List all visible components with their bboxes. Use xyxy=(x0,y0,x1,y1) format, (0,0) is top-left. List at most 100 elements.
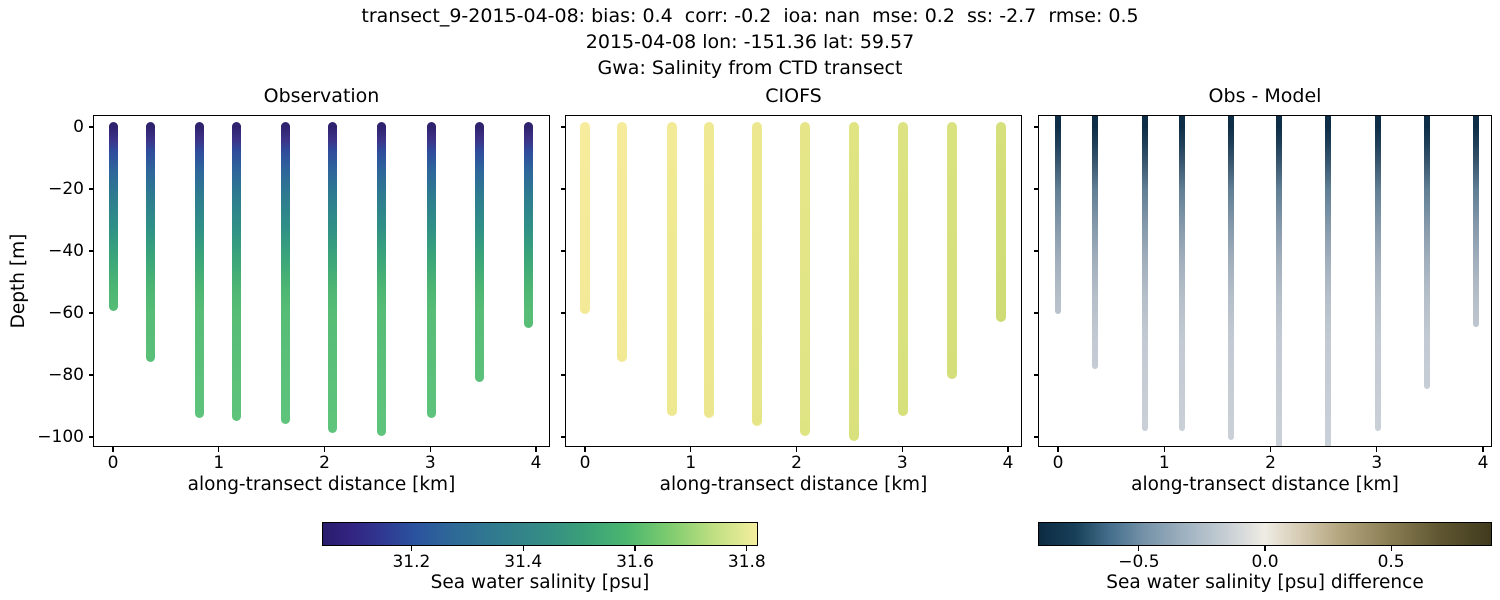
colorbar-label-salinity: Sea water salinity [psu] xyxy=(430,572,650,593)
x-tick-label: 2 xyxy=(791,453,802,473)
y-tick xyxy=(560,312,565,314)
x-tick-label: 3 xyxy=(424,453,436,473)
y-tick xyxy=(560,126,565,128)
profile-column xyxy=(1324,115,1331,447)
profile-column xyxy=(1423,115,1430,389)
x-tick-label: 3 xyxy=(1371,453,1383,473)
x-tick-label: 2 xyxy=(1265,453,1276,473)
colorbar-tick xyxy=(1390,546,1392,551)
y-tick-label: −20 xyxy=(48,179,84,199)
y-tick xyxy=(88,312,93,314)
y-tick xyxy=(560,374,565,376)
x-tick-label: 0 xyxy=(1052,453,1064,473)
colorbar-tick xyxy=(410,546,413,551)
y-tick xyxy=(88,188,93,190)
y-tick xyxy=(560,436,565,438)
colorbar-tick-label: 31.8 xyxy=(727,552,766,572)
profile-column xyxy=(426,122,436,418)
profile-column xyxy=(995,122,1006,322)
x-tick-label: 1 xyxy=(1158,453,1170,473)
profile-column xyxy=(580,122,590,314)
y-tick xyxy=(1033,374,1038,376)
profile-column xyxy=(108,122,118,311)
profile-column xyxy=(946,122,957,379)
colorbar-tick xyxy=(634,546,636,551)
x-tick xyxy=(1057,447,1059,452)
profile-column xyxy=(195,122,205,418)
profile-column xyxy=(1055,115,1061,315)
profile-column xyxy=(145,122,155,362)
y-tick-label: −100 xyxy=(37,427,84,447)
y-tick xyxy=(560,188,565,190)
profile-column xyxy=(232,122,242,421)
y-tick xyxy=(1033,250,1038,252)
colorbar-salinity xyxy=(322,522,758,546)
profile-column xyxy=(1179,115,1186,431)
x-tick xyxy=(323,447,326,452)
x-tick xyxy=(690,447,692,452)
profile-column xyxy=(617,122,627,362)
x-tick-label: 0 xyxy=(579,453,591,473)
y-tick xyxy=(1033,126,1038,128)
y-tick-label: −40 xyxy=(48,241,84,261)
colorbar-tick xyxy=(522,546,524,551)
x-tick xyxy=(901,447,903,452)
y-tick xyxy=(88,436,93,438)
profile-column xyxy=(799,122,810,437)
x-tick-label: 3 xyxy=(896,453,908,473)
suptitle-date-location-line: 2015-04-08 lon: -151.36 lat: 59.57 xyxy=(585,31,915,53)
plot-area-observation xyxy=(93,115,550,447)
x-axis-label: along-transect distance [km] xyxy=(659,474,928,495)
profile-column xyxy=(280,122,290,424)
profile-column xyxy=(524,122,534,328)
x-axis-label: along-transect distance [km] xyxy=(1131,474,1399,495)
y-tick-label: −80 xyxy=(48,365,84,385)
colorbar-tick-label: 31.2 xyxy=(392,552,431,572)
profile-column xyxy=(703,122,714,418)
profile-column xyxy=(848,122,859,441)
colorbar-tick xyxy=(1264,546,1266,551)
x-tick xyxy=(1007,447,1009,452)
profile-column xyxy=(328,122,338,434)
x-axis-label: along-transect distance [km] xyxy=(187,474,456,495)
colorbar-label-salinity-difference: Sea water salinity [psu] difference xyxy=(1106,572,1424,593)
y-tick xyxy=(88,374,93,376)
y-tick xyxy=(1033,312,1038,314)
plot-area-ciofs xyxy=(565,115,1022,447)
x-tick xyxy=(1376,447,1378,452)
x-tick xyxy=(535,447,537,452)
y-tick-label: −60 xyxy=(48,303,84,323)
colorbar-tick xyxy=(1138,546,1140,551)
suptitle-variable-line: Gwa: Salinity from CTD transect xyxy=(597,57,903,79)
profile-column xyxy=(377,122,387,437)
colorbar-tick-label: 31.4 xyxy=(504,552,543,572)
panel-title-obs-minus-model: Obs - Model xyxy=(1208,85,1322,107)
colorbar-tick-label: 31.6 xyxy=(616,552,654,572)
profile-column xyxy=(475,122,485,383)
x-tick-label: 4 xyxy=(1002,453,1014,473)
y-tick xyxy=(88,250,93,252)
x-tick xyxy=(1482,447,1484,452)
x-tick xyxy=(1269,447,1272,452)
x-tick xyxy=(584,447,586,452)
panel-title-observation: Observation xyxy=(263,85,380,107)
x-tick-label: 0 xyxy=(107,453,119,473)
x-tick xyxy=(112,447,114,452)
profile-column xyxy=(1142,115,1149,431)
x-tick-label: 1 xyxy=(685,453,697,473)
x-tick xyxy=(795,447,798,452)
x-tick-label: 4 xyxy=(1477,453,1489,473)
profile-column xyxy=(752,122,763,426)
profile-column xyxy=(1374,115,1381,431)
panel-title-ciofs: CIOFS xyxy=(765,85,822,107)
x-tick-label: 2 xyxy=(319,453,330,473)
profile-column xyxy=(898,122,909,417)
colorbar-salinity-difference xyxy=(1038,522,1492,546)
colorbar-tick-label: 0.5 xyxy=(1377,552,1405,572)
y-tick xyxy=(88,126,93,128)
profile-column xyxy=(1276,115,1282,447)
x-tick xyxy=(1163,447,1165,452)
colorbar-tick-label: −0.5 xyxy=(1118,552,1160,572)
y-axis-label: Depth [m] xyxy=(8,233,29,329)
